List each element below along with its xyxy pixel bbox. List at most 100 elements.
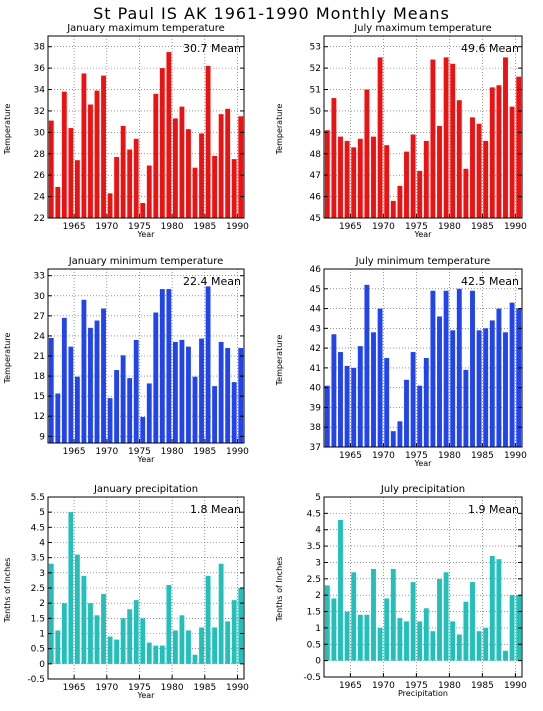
y-tick-label: 22 <box>34 214 45 224</box>
y-tick-label: 2.5 <box>31 584 45 594</box>
bar <box>516 308 522 447</box>
y-tick-label: 24 <box>34 193 46 203</box>
y-tick-label: 46 <box>310 193 322 203</box>
page-title: St Paul IS AK 1961-1990 Monthly Means <box>93 4 450 23</box>
y-tick-label: 48 <box>310 150 322 160</box>
x-tick-label: 1985 <box>193 222 216 232</box>
bar <box>423 140 429 218</box>
bar <box>48 120 54 218</box>
bar <box>324 585 330 661</box>
y-tick-label: 1.5 <box>307 608 321 618</box>
bar <box>225 621 231 664</box>
x-tick-label: 1970 <box>372 451 395 461</box>
bar <box>153 93 159 218</box>
bar <box>94 320 100 443</box>
y-tick-label: 2.5 <box>307 575 321 585</box>
bar <box>186 630 191 664</box>
bar <box>74 160 80 218</box>
bar <box>55 630 61 664</box>
y-tick-label: 4.5 <box>31 523 45 533</box>
y-tick-label: 28 <box>34 150 46 160</box>
bar <box>476 631 482 661</box>
bar <box>186 129 191 218</box>
y-tick-label: 0.5 <box>307 640 321 650</box>
bar <box>437 125 442 218</box>
chart-july-min-temp: July minimum temperature 37 38 39 40 41 42 43 44… <box>272 254 528 469</box>
chart-july-max-temp: July maximum temperature 45 46 47 48 49 50 51 52… <box>272 22 528 240</box>
bar <box>430 631 436 661</box>
y-tick-label: 41 <box>310 364 321 374</box>
bar <box>496 308 502 447</box>
bar <box>344 140 350 218</box>
bar <box>338 352 343 447</box>
bar <box>489 555 495 661</box>
bar <box>127 609 133 664</box>
bar <box>81 73 87 219</box>
x-tick-label: 1990 <box>226 222 249 232</box>
chart-title: July minimum temperature <box>355 256 491 267</box>
y-tick-label: 33 <box>34 272 45 282</box>
bar <box>231 382 237 443</box>
bar <box>476 123 482 218</box>
bar <box>74 554 80 664</box>
bar <box>456 100 462 218</box>
bar <box>101 75 106 219</box>
bar <box>509 302 515 447</box>
y-tick-label: 53 <box>310 43 321 53</box>
y-tick-label: 5 <box>315 493 321 503</box>
y-tick-label: 2 <box>315 591 321 601</box>
x-tick-label: 1970 <box>372 222 395 232</box>
bar <box>127 378 133 443</box>
chart-january-min-temp: January minimum temperature 9 12 15 18 21 24 27… <box>0 254 250 465</box>
y-tick-label: 15 <box>34 392 45 402</box>
bar <box>470 290 475 447</box>
bar <box>107 398 113 443</box>
x-tick-label: 1990 <box>504 681 527 691</box>
y-axis-label: Tenths of Inches <box>3 558 12 624</box>
bar <box>127 149 133 218</box>
y-tick-label: 1 <box>315 624 321 634</box>
bar <box>377 308 383 447</box>
y-tick-label: -0.5 <box>27 675 45 685</box>
bar <box>404 621 409 661</box>
x-tick-label: 1975 <box>405 222 428 232</box>
bar <box>344 365 350 447</box>
x-tick-label: 1985 <box>193 683 216 693</box>
bar <box>377 627 383 661</box>
bar <box>205 575 211 664</box>
x-tick-label: 1985 <box>471 222 494 232</box>
bar <box>179 106 185 218</box>
bar <box>496 85 502 218</box>
bar <box>48 563 54 664</box>
bar <box>357 346 363 447</box>
bar <box>324 130 330 218</box>
y-tick-label: 4.5 <box>307 509 321 519</box>
bar <box>351 147 357 218</box>
mean-label: 1.9 Mean <box>468 503 519 516</box>
bar <box>166 584 172 664</box>
bar <box>390 431 396 447</box>
bar <box>437 578 442 661</box>
x-tick-label: 1965 <box>339 681 362 691</box>
chart-january-precip: January precipitation -0.5 0 0.5 1 1.5 2 2.5 3 3.… <box>0 482 250 701</box>
x-tick-label: 1970 <box>95 683 118 693</box>
bar <box>371 569 376 661</box>
chart-svg: July precipitation -0.5 0 0.5 1 1.5 2 2.5 3 3.5 4 4… <box>275 484 527 698</box>
bar <box>423 608 429 661</box>
bar <box>61 91 67 218</box>
y-tick-label: 50 <box>310 107 322 117</box>
bar <box>489 87 495 218</box>
chart-title: January minimum temperature <box>68 256 224 267</box>
chart-svg: January precipitation -0.5 0 0.5 1 1.5 2 2.5 3 3.… <box>3 484 249 700</box>
x-tick-label: 1975 <box>128 447 151 457</box>
y-tick-label: 43 <box>310 324 321 334</box>
x-tick-label: 1990 <box>226 683 249 693</box>
bar <box>120 618 126 664</box>
y-tick-label: 4 <box>39 539 45 549</box>
bar <box>179 339 185 443</box>
chart-july-precip: July precipitation -0.5 0 0.5 1 1.5 2 2.5 3 3.5 4 4… <box>272 482 528 699</box>
y-tick-label: 38 <box>310 423 322 433</box>
x-tick-label: 1990 <box>226 447 249 457</box>
bar <box>107 193 113 218</box>
bar <box>430 59 436 218</box>
